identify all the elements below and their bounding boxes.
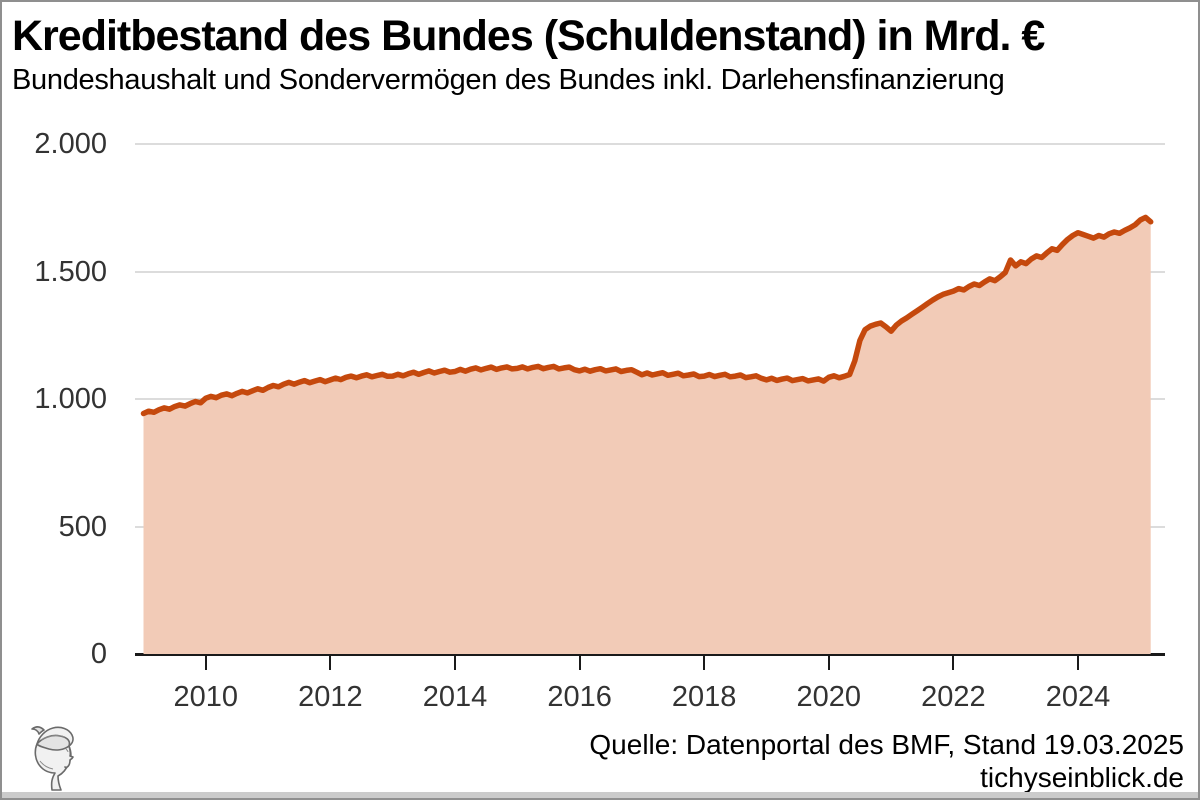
hermes-head-logo: [31, 726, 74, 791]
x-axis-tick-2016: [578, 656, 581, 670]
footer-divider-bar: [2, 792, 1198, 798]
x-axis-tick-2022: [952, 656, 955, 670]
x-axis-tick-2014: [454, 656, 456, 670]
y-axis-tick-label: 500: [58, 510, 107, 543]
x-axis-tick-2010: [204, 656, 207, 670]
x-axis-tick-2012: [329, 656, 332, 670]
y-axis-tick-label: 1.500: [34, 255, 107, 288]
debt-area-fill: [143, 217, 1151, 654]
x-axis-tick-2020: [827, 656, 830, 670]
x-axis-tick-label: 2012: [298, 681, 363, 713]
x-axis-tick-label: 2024: [1045, 681, 1111, 713]
gridline-y-2000: [135, 143, 1165, 145]
x-axis-tick-2024: [1077, 656, 1079, 670]
source-caption: Quelle: Datenportal des BMF, Stand 19.03…: [589, 729, 1184, 760]
x-axis-line: [135, 652, 1165, 656]
chart-subtitle: Bundeshaushalt und Sondervermögen des Bu…: [12, 64, 1005, 96]
x-axis-tick-label: 2020: [796, 681, 862, 713]
x-axis-tick-label: 2022: [921, 681, 986, 713]
y-axis-tick-label: 2.000: [34, 128, 107, 160]
x-axis-tick-label: 2010: [173, 681, 239, 713]
chart-title: Kreditbestand des Bundes (Schuldenstand)…: [12, 12, 1045, 60]
website-caption: tichyseinblick.de: [980, 762, 1184, 793]
y-axis-tick-label: 0: [90, 638, 107, 670]
x-axis-tick-label: 2016: [547, 681, 612, 713]
x-axis-tick-label: 2014: [422, 681, 488, 713]
x-axis-tick-2018: [703, 656, 706, 670]
gridline-y-1500: [135, 270, 1165, 273]
debt-line-series: [140, 214, 1154, 417]
x-axis-tick-label: 2018: [671, 681, 737, 713]
y-axis-tick-label: 1.000: [34, 383, 107, 415]
debt-area-chart: [140, 214, 1154, 654]
